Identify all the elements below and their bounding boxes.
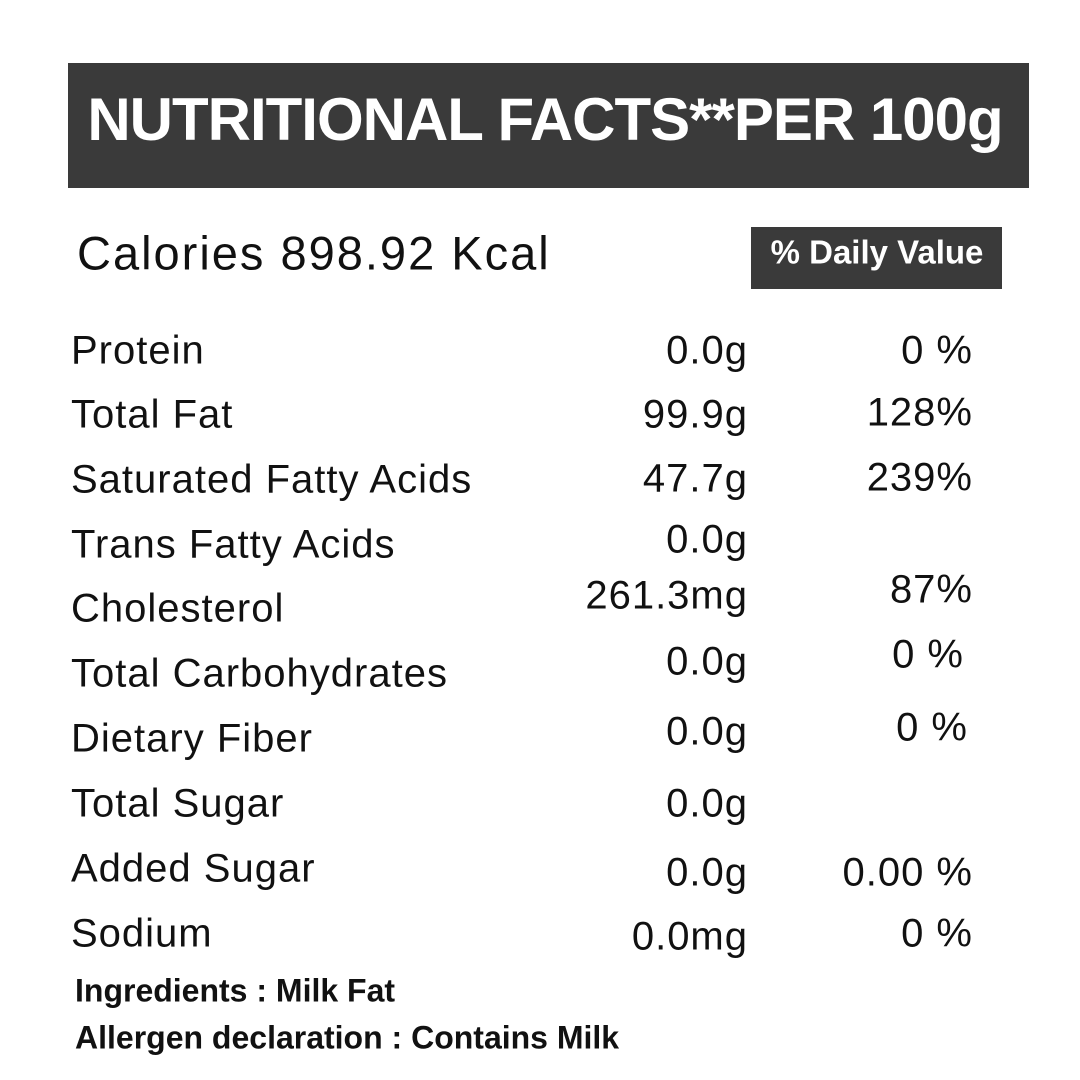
row-dv: 0 %	[901, 329, 973, 373]
row-amount: 47.7g	[643, 457, 748, 501]
row-name: Added Sugar	[71, 847, 316, 891]
row-amount: 0.0g	[666, 851, 748, 895]
row-name: Total Carbohydrates	[71, 652, 448, 696]
row-amount: 0.0g	[666, 710, 748, 754]
row-name: Cholesterol	[71, 587, 284, 631]
dv-box	[751, 227, 1002, 289]
row-dv: 87%	[890, 568, 973, 612]
row-name: Dietary Fiber	[71, 717, 313, 761]
row-name: Total Sugar	[71, 782, 284, 826]
row-amount: 0.0g	[666, 640, 748, 684]
row-amount: 99.9g	[643, 393, 748, 437]
row-dv: 239%	[867, 456, 973, 500]
allergen: Allergen declaration : Contains Milk	[75, 1019, 619, 1055]
row-dv: 0 %	[892, 633, 964, 677]
row-dv: 0.00 %	[842, 851, 973, 895]
row-name: Sodium	[71, 912, 213, 956]
row-name: Protein	[71, 329, 205, 373]
row-dv: 0 %	[901, 912, 973, 956]
row-dv: 0 %	[896, 706, 968, 750]
calories: Calories 898.92 Kcal	[77, 226, 551, 279]
row-name: Total Fat	[71, 393, 233, 437]
header-bar	[68, 63, 1029, 188]
row-amount: 0.0g	[666, 518, 748, 562]
row-name: Trans Fatty Acids	[71, 523, 396, 567]
row-dv: 128%	[867, 391, 973, 435]
title: NUTRITIONAL FACTS**PER 100g	[87, 86, 1002, 153]
dv-heading: % Daily Value	[771, 234, 984, 271]
ingredients: Ingredients : Milk Fat	[75, 972, 395, 1008]
row-amount: 0.0mg	[632, 915, 748, 959]
row-amount: 0.0g	[666, 782, 748, 826]
row-amount: 261.3mg	[585, 574, 748, 618]
row-amount: 0.0g	[666, 329, 748, 373]
row-name: Saturated Fatty Acids	[71, 458, 472, 502]
